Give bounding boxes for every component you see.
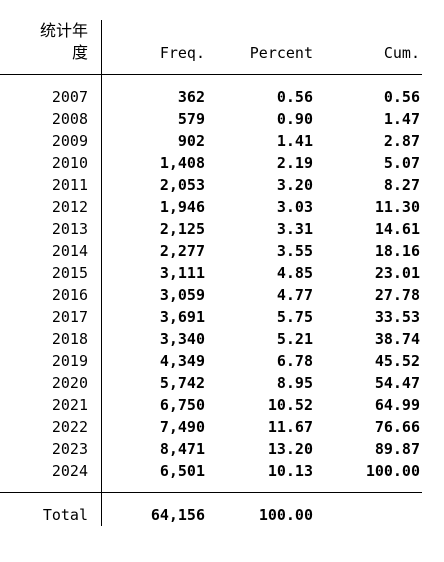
percent-cell: 11.67	[267, 418, 313, 436]
year-cell: 2020	[51, 374, 88, 392]
cum-cell: 1.47	[383, 110, 420, 128]
cum-header: Cum.	[383, 44, 420, 62]
year-cell: 2023	[51, 440, 88, 458]
year-cell: 2009	[51, 132, 88, 150]
cum-cell: 0.56	[383, 88, 420, 106]
freq-cell: 3,340	[159, 330, 205, 348]
year-cell: 2024	[51, 462, 88, 480]
cum-cell: 76.66	[374, 418, 420, 436]
freq-cell: 1,946	[159, 198, 205, 216]
year-cell: 2021	[51, 396, 88, 414]
header-rule	[0, 74, 422, 75]
cum-cell: 11.30	[374, 198, 420, 216]
freq-cell: 3,691	[159, 308, 205, 326]
percent-cell: 3.55	[276, 242, 313, 260]
cum-cell: 23.01	[374, 264, 420, 282]
cum-cell: 38.74	[374, 330, 420, 348]
freq-cell: 3,059	[159, 286, 205, 304]
percent-cell: 3.03	[276, 198, 313, 216]
year-cell: 2015	[51, 264, 88, 282]
cum-cell: 2.87	[383, 132, 420, 150]
cum-cell: 54.47	[374, 374, 420, 392]
freq-cell: 2,125	[159, 220, 205, 238]
year-cell: 2018	[51, 330, 88, 348]
cum-cell: 27.78	[374, 286, 420, 304]
total-rule	[0, 492, 422, 493]
percent-cell: 4.85	[276, 264, 313, 282]
freq-cell: 7,490	[159, 418, 205, 436]
cum-cell: 64.99	[374, 396, 420, 414]
freq-cell: 579	[177, 110, 205, 128]
cum-cell: 89.87	[374, 440, 420, 458]
percent-cell: 1.41	[276, 132, 313, 150]
year-cell: 2014	[51, 242, 88, 260]
freq-header: Freq.	[159, 44, 205, 62]
year-cell: 2012	[51, 198, 88, 216]
year-cell: 2022	[51, 418, 88, 436]
cum-cell: 33.53	[374, 308, 420, 326]
freq-cell: 6,750	[159, 396, 205, 414]
year-cell: 2007	[51, 88, 88, 106]
freq-cell: 6,501	[159, 462, 205, 480]
cum-cell: 45.52	[374, 352, 420, 370]
cum-cell: 18.16	[374, 242, 420, 260]
percent-cell: 5.75	[276, 308, 313, 326]
total-freq: 64,156	[150, 506, 205, 524]
percent-cell: 0.90	[276, 110, 313, 128]
percent-cell: 10.52	[267, 396, 313, 414]
year-cell: 2017	[51, 308, 88, 326]
total-percent: 100.00	[258, 506, 313, 524]
percent-cell: 0.56	[276, 88, 313, 106]
year-cell: 2011	[51, 176, 88, 194]
cum-cell: 5.07	[383, 154, 420, 172]
column-divider	[101, 20, 102, 526]
year-cell: 2008	[51, 110, 88, 128]
cum-cell: 14.61	[374, 220, 420, 238]
percent-cell: 4.77	[276, 286, 313, 304]
variable-label-line1: 统计年	[39, 21, 88, 40]
percent-header: Percent	[249, 44, 313, 62]
cum-cell: 100.00	[365, 462, 420, 480]
freq-cell: 362	[177, 88, 205, 106]
variable-label-line2: 度	[71, 43, 88, 62]
year-cell: 2019	[51, 352, 88, 370]
percent-cell: 8.95	[276, 374, 313, 392]
total-label: Total	[42, 506, 88, 524]
freq-cell: 3,111	[159, 264, 205, 282]
freq-cell: 5,742	[159, 374, 205, 392]
freq-cell: 8,471	[159, 440, 205, 458]
percent-cell: 5.21	[276, 330, 313, 348]
freq-cell: 4,349	[159, 352, 205, 370]
year-cell: 2013	[51, 220, 88, 238]
percent-cell: 10.13	[267, 462, 313, 480]
percent-cell: 3.20	[276, 176, 313, 194]
percent-cell: 13.20	[267, 440, 313, 458]
freq-cell: 1,408	[159, 154, 205, 172]
percent-cell: 2.19	[276, 154, 313, 172]
percent-cell: 6.78	[276, 352, 313, 370]
freq-cell: 2,053	[159, 176, 205, 194]
freq-cell: 2,277	[159, 242, 205, 260]
year-cell: 2016	[51, 286, 88, 304]
year-cell: 2010	[51, 154, 88, 172]
cum-cell: 8.27	[383, 176, 420, 194]
percent-cell: 3.31	[276, 220, 313, 238]
freq-cell: 902	[177, 132, 205, 150]
